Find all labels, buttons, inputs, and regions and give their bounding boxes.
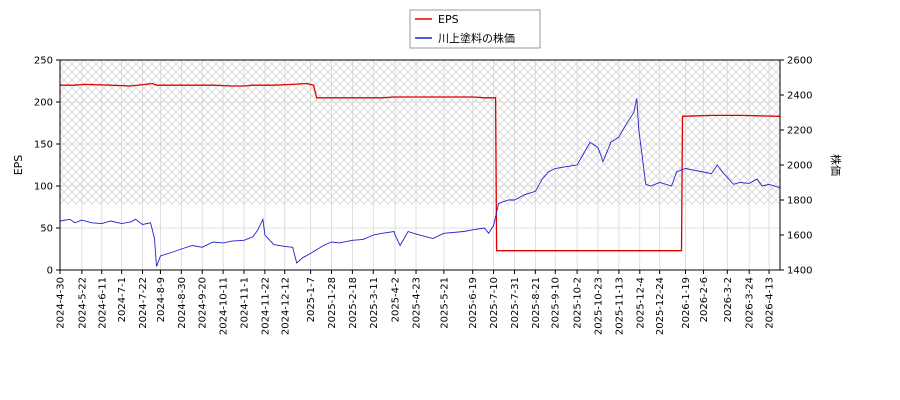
y-left-tick-label: 200	[34, 98, 53, 109]
axes: 0 50 100 150 200 250 1400 1600 1800 2000 2200 2400 2…	[34, 56, 813, 336]
legend-box	[409, 9, 541, 49]
x-tick-label: 2025-4-23	[412, 277, 423, 329]
x-tick-label: 2025-7-31	[510, 277, 521, 329]
x-tick-label: 2024-10-11	[219, 277, 230, 335]
x-tick-label: 2024-5-22	[77, 277, 88, 329]
x-tick-label: 2025-3-11	[369, 277, 380, 329]
y-left-tick-label: 150	[34, 140, 53, 151]
x-tick-label: 2025-12-4	[635, 277, 646, 329]
x-tick-label: 2025-1-7	[306, 277, 317, 322]
x-tick-label: 2025-2-18	[348, 277, 359, 329]
x-tick-label: 2026-3-2	[723, 277, 734, 322]
y-right-tick-label: 1800	[787, 196, 812, 207]
x-tick-label: 2025-6-19	[468, 277, 479, 329]
x-tick-label: 2025-10-2	[573, 277, 584, 329]
x-tick-label: 2024-11-22	[260, 277, 271, 335]
hatched-region	[60, 60, 780, 205]
x-tick-label: 2025-10-23	[594, 277, 605, 335]
hatch-area	[60, 60, 780, 205]
series-eps-line	[60, 82, 780, 252]
y-left-axis-label: EPS	[12, 155, 25, 176]
x-tick-label: 2024-7-1	[117, 277, 128, 322]
x-tick-label: 2025-1-28	[327, 277, 338, 329]
x-tick-label: 2024-7-22	[138, 277, 149, 329]
y-left-tick-label: 100	[34, 182, 53, 193]
x-tick-label: 2025-4-2	[391, 277, 402, 322]
x-tick-label: 2024-6-11	[97, 277, 108, 329]
y-right-axis-label: 株価	[829, 154, 843, 176]
x-tick-label: 2024-8-30	[177, 277, 188, 329]
y-right-tick-label: 1600	[787, 231, 812, 242]
x-tick-label: 2025-11-13	[614, 277, 625, 335]
y-right-tick-label: 2200	[787, 126, 812, 137]
x-tick-label: 2026-1-19	[681, 277, 692, 329]
x-tick-label: 2026-3-24	[745, 277, 756, 329]
x-tick-label: 2025-8-21	[531, 277, 542, 329]
x-tick-label: 2025-5-21	[439, 277, 450, 329]
x-tick-label: 2026-4-13	[765, 277, 776, 329]
x-tick-label: 2025-7-10	[489, 277, 500, 329]
x-tick-label: 2024-9-20	[198, 277, 209, 329]
legend-label-price: 川上塗料の株価	[438, 31, 515, 45]
y-right-tick-label: 1400	[787, 266, 812, 277]
y-left-tick-label: 50	[40, 224, 53, 235]
legend-label-eps: EPS	[438, 13, 459, 26]
x-tick-label: 2024-12-12	[280, 277, 291, 335]
y-right-tick-label: 2600	[787, 56, 812, 67]
y-right-tick-label: 2000	[787, 161, 812, 172]
x-tick-label: 2026-2-6	[699, 277, 710, 322]
x-tick-label: 2024-11-1	[239, 277, 250, 329]
y-left-tick-label: 0	[47, 266, 53, 277]
y-left-tick-label: 250	[34, 56, 53, 67]
x-tick-label: 2025-12-24	[655, 277, 666, 335]
y-right-tick-label: 2400	[787, 91, 812, 102]
x-tick-label: 2024-4-30	[56, 277, 67, 329]
legend: EPS 川上塗料の株価	[409, 9, 541, 49]
series-price-line	[60, 98, 780, 267]
x-tick-label: 2025-9-10	[551, 277, 562, 329]
x-tick-label: 2024-8-9	[156, 277, 167, 322]
series-layer	[60, 82, 780, 267]
